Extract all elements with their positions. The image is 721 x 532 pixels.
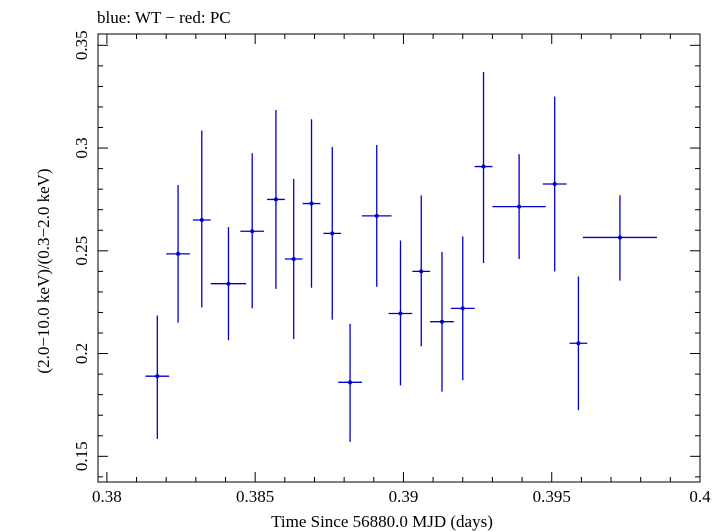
data-point xyxy=(302,119,321,288)
data-marker xyxy=(291,257,296,262)
y-tick-label: 0.15 xyxy=(72,441,91,471)
data-marker xyxy=(273,197,278,202)
y-tick-label: 0.35 xyxy=(72,30,91,60)
data-point xyxy=(166,185,190,323)
data-marker xyxy=(617,235,622,240)
x-axis-title: Time Since 56880.0 MJD (days) xyxy=(271,512,493,531)
data-point xyxy=(284,178,303,340)
data-marker xyxy=(576,341,581,346)
data-marker xyxy=(440,319,444,324)
data-marker xyxy=(398,311,403,316)
data-point xyxy=(542,96,567,272)
data-point xyxy=(267,110,285,289)
data-point xyxy=(450,236,475,381)
data-marker xyxy=(374,213,379,218)
data-marker xyxy=(460,306,465,311)
data-marker xyxy=(348,380,353,385)
y-tick-label: 0.3 xyxy=(72,137,91,158)
data-marker xyxy=(517,204,522,209)
data-marker xyxy=(155,374,160,379)
data-point xyxy=(210,227,247,341)
data-point xyxy=(338,323,362,442)
x-tick-label: 0.4 xyxy=(689,487,711,506)
data-point xyxy=(492,154,546,260)
data-point xyxy=(323,147,342,320)
y-tick-label: 0.2 xyxy=(72,343,91,364)
data-marker xyxy=(250,229,255,234)
chart-title: blue: WT − red: PC xyxy=(97,8,231,27)
y-axis-title: (2.0−10.0 keV)/(0.3−2.0 keV) xyxy=(34,168,53,373)
data-point xyxy=(412,195,431,347)
plot-frame xyxy=(97,33,701,483)
data-marker xyxy=(176,251,181,256)
data-point xyxy=(361,144,392,287)
x-axis: 0.38 0.385 0.39 0.395 0.4 xyxy=(92,34,711,506)
data-point xyxy=(192,130,211,308)
data-marker xyxy=(330,231,335,236)
data-point xyxy=(145,315,170,439)
data-marker xyxy=(481,164,486,169)
x-tick-label: 0.38 xyxy=(92,487,122,506)
data-point xyxy=(388,240,413,386)
data-point xyxy=(430,251,454,392)
x-tick-label: 0.395 xyxy=(533,487,571,506)
data-point xyxy=(582,195,657,281)
data-series xyxy=(145,72,657,442)
data-marker xyxy=(419,269,424,274)
data-marker xyxy=(309,201,314,206)
y-axis: 0.15 0.2 0.25 0.3 0.35 xyxy=(72,30,700,478)
data-marker xyxy=(552,182,557,187)
x-tick-label: 0.385 xyxy=(236,487,274,506)
y-tick-label: 0.25 xyxy=(72,236,91,266)
data-marker xyxy=(199,217,204,222)
plot-border xyxy=(97,33,701,483)
x-tick-label: 0.39 xyxy=(389,487,419,506)
data-marker xyxy=(226,281,231,286)
data-point xyxy=(569,276,588,411)
data-point xyxy=(240,153,265,309)
data-point xyxy=(474,72,493,264)
